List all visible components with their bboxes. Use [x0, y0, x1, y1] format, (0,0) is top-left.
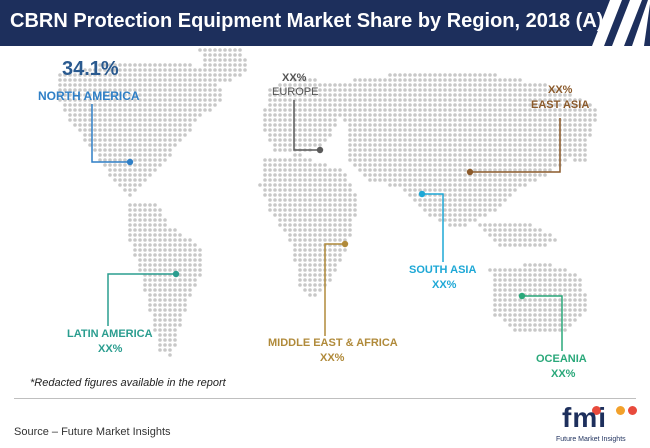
south-asia-leader-line — [422, 193, 444, 262]
map-dots — [58, 48, 597, 357]
middle-east-africa-label: MIDDLE EAST & AFRICA — [268, 337, 398, 349]
fmi-logo: fmi Future Market Insights — [556, 402, 640, 444]
europe-leader-line — [293, 100, 320, 151]
east-asia-leader-line — [470, 118, 561, 173]
middle-east-africa-value: XX% — [320, 352, 345, 364]
latin-america-marker — [172, 270, 180, 278]
logo-dot-red — [592, 406, 601, 415]
europe-label: EUROPE — [272, 86, 319, 98]
oceania-value: XX% — [551, 368, 576, 380]
south-asia-label: SOUTH ASIA — [409, 264, 477, 276]
north-america-value: 34.1% — [62, 58, 119, 80]
footer-divider — [14, 398, 636, 399]
south-asia-value: XX% — [432, 279, 457, 291]
title-stripes — [592, 0, 650, 46]
logo-dot-red-2 — [628, 406, 637, 415]
oceania-marker — [518, 292, 526, 300]
latin-america-value: XX% — [98, 343, 123, 355]
chart-title: CBRN Protection Equipment Market Share b… — [10, 10, 604, 32]
east-asia-value: XX% — [548, 84, 573, 96]
dotted-world-map — [58, 48, 597, 357]
middle-east-africa-leader-line — [324, 243, 345, 336]
logo-letters: fmi — [562, 402, 607, 433]
logo-subtitle: Future Market Insights — [556, 436, 626, 443]
south-asia-marker — [418, 190, 426, 198]
oceania-label: OCEANIA — [536, 353, 587, 365]
north-america-marker — [126, 158, 134, 166]
latin-america-leader-line — [107, 273, 176, 326]
north-america-leader-line — [91, 104, 130, 163]
world-map — [0, 46, 650, 370]
latin-america-label: LATIN AMERICA — [67, 328, 153, 340]
redacted-note: *Redacted figures available in the repor… — [30, 377, 226, 389]
europe-value: XX% — [282, 72, 307, 84]
north-america-label: NORTH AMERICA — [38, 89, 140, 103]
middle-east-africa-marker — [341, 240, 349, 248]
europe-marker — [316, 146, 324, 154]
title-bar: CBRN Protection Equipment Market Share b… — [0, 0, 650, 46]
east-asia-label: EAST ASIA — [531, 99, 590, 111]
source-text: Source – Future Market Insights — [14, 426, 171, 438]
logo-dot-orange — [616, 406, 625, 415]
east-asia-marker — [466, 168, 474, 176]
oceania-leader-line — [522, 295, 563, 351]
